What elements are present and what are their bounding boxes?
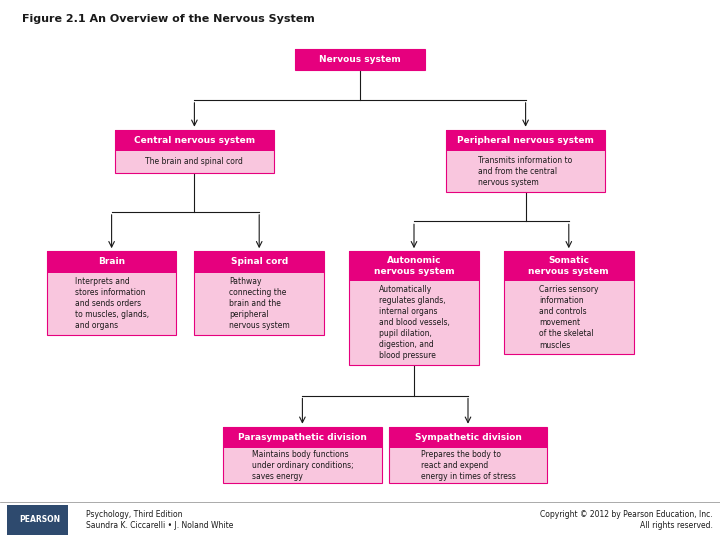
- Text: Nervous system: Nervous system: [319, 55, 401, 64]
- Text: Autonomic
nervous system: Autonomic nervous system: [374, 256, 454, 275]
- Text: Somatic
nervous system: Somatic nervous system: [528, 256, 609, 275]
- Text: Spinal cord: Spinal cord: [230, 258, 288, 266]
- FancyBboxPatch shape: [47, 251, 176, 273]
- FancyBboxPatch shape: [47, 273, 176, 335]
- Text: Copyright © 2012 by Pearson Education, Inc.
All rights reserved.: Copyright © 2012 by Pearson Education, I…: [540, 510, 713, 530]
- Text: Carries sensory
information
and controls
movement
of the skeletal
muscles: Carries sensory information and controls…: [539, 285, 598, 349]
- Text: PEARSON: PEARSON: [19, 515, 60, 524]
- FancyBboxPatch shape: [389, 427, 547, 448]
- Text: Automatically
regulates glands,
internal organs
and blood vessels,
pupil dilatio: Automatically regulates glands, internal…: [379, 285, 449, 361]
- FancyBboxPatch shape: [194, 251, 324, 273]
- Text: Interprets and
stores information
and sends orders
to muscles, glands,
and organ: Interprets and stores information and se…: [75, 277, 148, 330]
- FancyBboxPatch shape: [223, 448, 382, 483]
- FancyBboxPatch shape: [504, 281, 634, 354]
- Text: Figure 2.1 An Overview of the Nervous System: Figure 2.1 An Overview of the Nervous Sy…: [22, 14, 315, 24]
- Text: Sympathetic division: Sympathetic division: [415, 433, 521, 442]
- FancyBboxPatch shape: [295, 49, 425, 70]
- FancyBboxPatch shape: [115, 130, 274, 151]
- FancyBboxPatch shape: [223, 427, 382, 448]
- FancyBboxPatch shape: [349, 251, 479, 281]
- FancyBboxPatch shape: [504, 251, 634, 281]
- Text: Pathway
connecting the
brain and the
peripheral
nervous system: Pathway connecting the brain and the per…: [229, 277, 289, 330]
- FancyBboxPatch shape: [389, 448, 547, 483]
- Text: Peripheral nervous system: Peripheral nervous system: [457, 136, 594, 145]
- FancyBboxPatch shape: [349, 281, 479, 364]
- Text: Central nervous system: Central nervous system: [134, 136, 255, 145]
- FancyBboxPatch shape: [446, 130, 605, 151]
- Text: Maintains body functions
under ordinary conditions;
saves energy: Maintains body functions under ordinary …: [251, 450, 354, 481]
- Text: The brain and spinal cord: The brain and spinal cord: [145, 158, 243, 166]
- Text: Psychology, Third Edition
Saundra K. Ciccarelli • J. Noland White: Psychology, Third Edition Saundra K. Cic…: [86, 510, 234, 530]
- Text: Brain: Brain: [98, 258, 125, 266]
- Text: Prepares the body to
react and expend
energy in times of stress: Prepares the body to react and expend en…: [420, 450, 516, 481]
- Text: Parasympathetic division: Parasympathetic division: [238, 433, 366, 442]
- FancyBboxPatch shape: [7, 505, 68, 535]
- FancyBboxPatch shape: [194, 273, 324, 335]
- Text: Transmits information to
and from the central
nervous system: Transmits information to and from the ce…: [479, 156, 572, 187]
- FancyBboxPatch shape: [446, 151, 605, 192]
- FancyBboxPatch shape: [115, 151, 274, 173]
